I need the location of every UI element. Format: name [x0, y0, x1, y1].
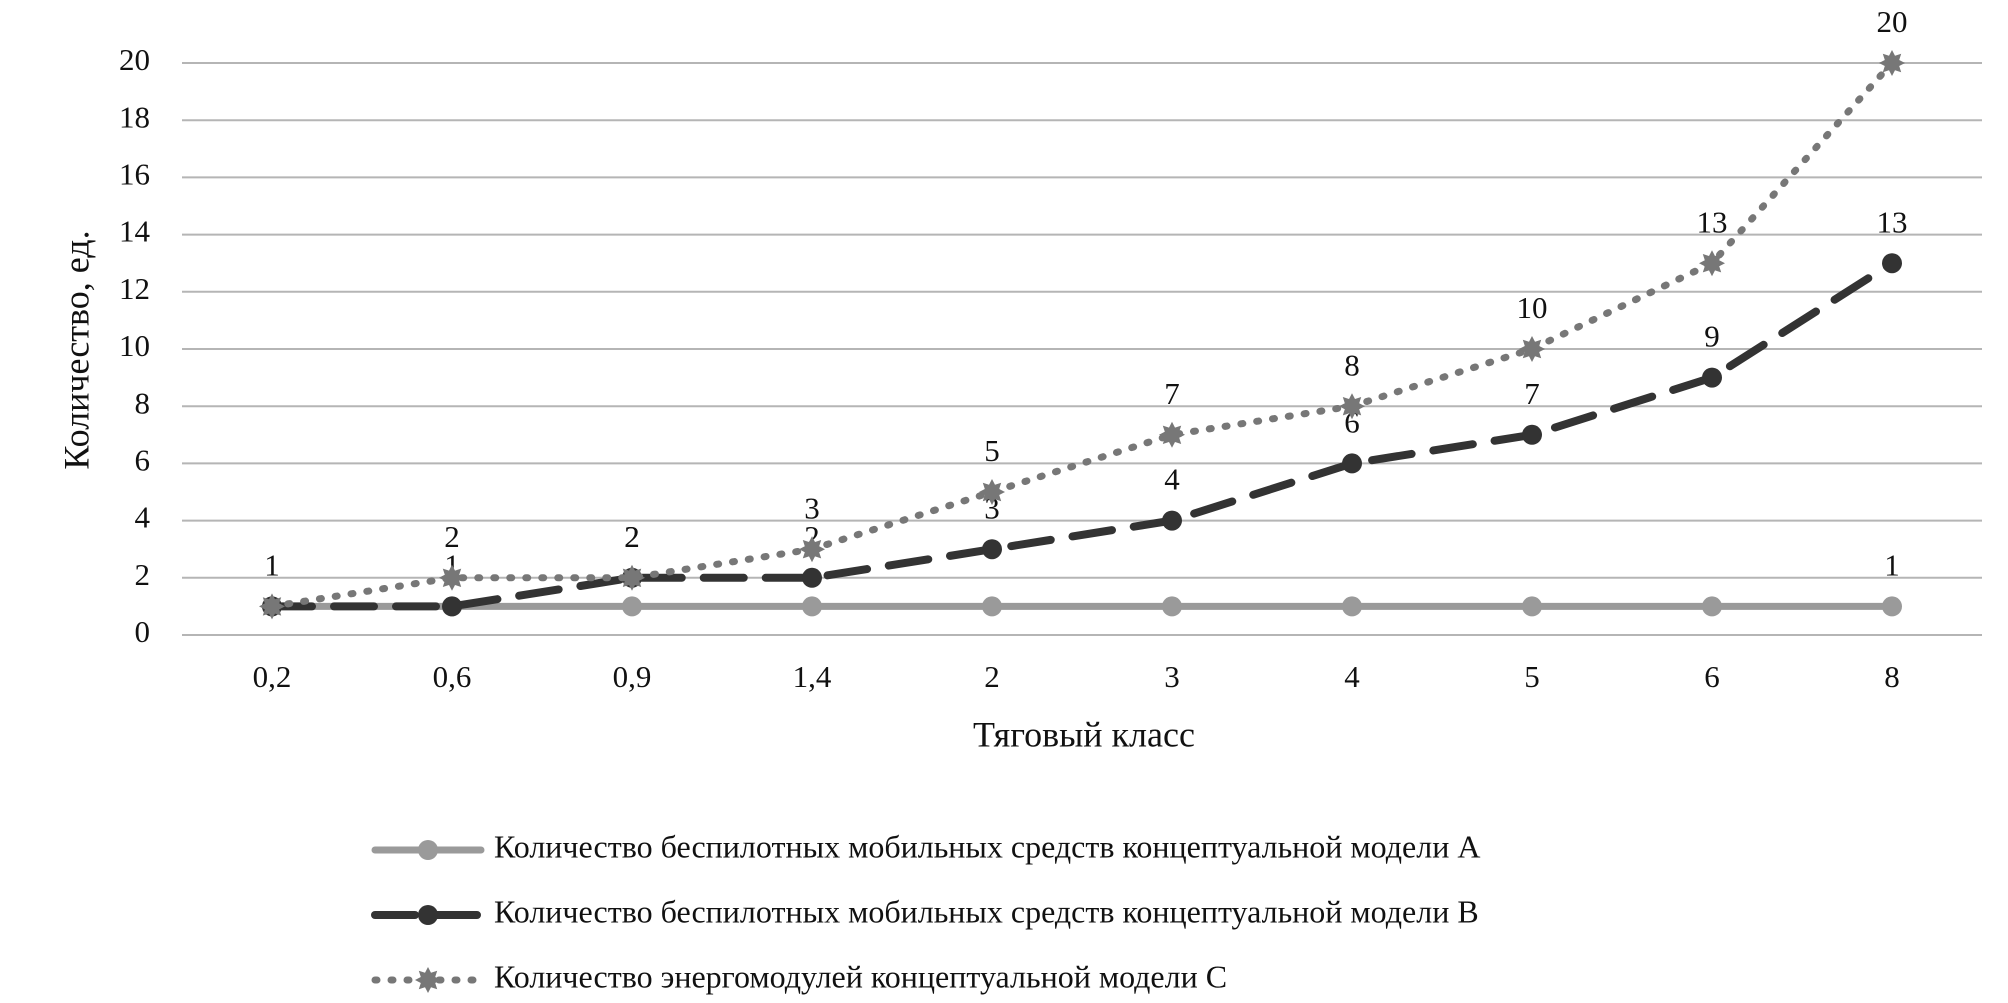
marker	[982, 539, 1002, 560]
y-tick-label: 20	[119, 42, 150, 77]
marker	[802, 567, 822, 588]
marker	[1702, 367, 1722, 388]
legend-marker	[418, 840, 438, 860]
x-tick-label: 5	[1524, 659, 1540, 694]
legend-marker	[415, 967, 441, 993]
marker	[1162, 510, 1182, 531]
marker	[442, 596, 462, 617]
y-axis-title: Количество, ед.	[56, 230, 96, 469]
y-tick-label: 4	[135, 500, 151, 535]
x-tick-label: 0,9	[613, 659, 652, 694]
data-label: 1	[1884, 548, 1900, 583]
data-label: 13	[1877, 204, 1908, 239]
marker	[799, 536, 825, 563]
marker	[622, 596, 642, 617]
marker	[1162, 596, 1182, 617]
marker	[979, 479, 1005, 505]
marker	[1519, 336, 1545, 362]
marker	[1879, 50, 1905, 76]
x-tick-label: 0,6	[433, 659, 472, 694]
y-tick-label: 8	[135, 385, 151, 420]
marker	[1522, 596, 1542, 617]
y-tick-label: 2	[135, 557, 151, 592]
data-label: 7	[1524, 376, 1540, 411]
x-tick-label: 0,2	[253, 659, 292, 694]
legend-label: Количество энергомодулей концептуальной …	[494, 958, 1227, 994]
marker	[1882, 253, 1902, 274]
data-label: 13	[1697, 204, 1728, 239]
data-label: 2	[444, 519, 460, 554]
data-label: 7	[1164, 376, 1180, 411]
y-tick-label: 10	[119, 328, 150, 363]
marker	[982, 596, 1002, 617]
data-label: 3	[804, 490, 820, 525]
data-label: 10	[1517, 290, 1548, 325]
data-label: 1	[264, 548, 280, 583]
marker	[802, 596, 822, 617]
legend-marker	[418, 905, 438, 925]
data-label: 9	[1704, 319, 1720, 354]
data-label: 5	[984, 433, 1000, 468]
series-line	[268, 59, 1896, 610]
y-tick-label: 0	[135, 614, 151, 649]
data-label: 2	[624, 519, 640, 554]
marker	[259, 593, 285, 620]
legend-label: Количество беспилотных мобильных средств…	[494, 828, 1480, 864]
y-tick-label: 12	[119, 271, 150, 306]
data-label: 4	[1164, 462, 1180, 497]
x-tick-label: 2	[984, 659, 1000, 694]
marker	[619, 564, 645, 591]
marker	[439, 564, 465, 591]
y-tick-label: 14	[119, 214, 151, 249]
y-tick-label: 16	[119, 157, 150, 192]
series-line	[268, 259, 1896, 611]
x-axis-title: Тяговый класс	[973, 714, 1195, 754]
y-tick-label: 6	[135, 443, 151, 478]
marker	[1342, 453, 1362, 474]
marker	[1702, 596, 1722, 617]
x-tick-label: 4	[1344, 659, 1360, 694]
x-tick-label: 6	[1704, 659, 1720, 694]
x-tick-label: 3	[1164, 659, 1180, 694]
marker	[1342, 596, 1362, 617]
x-tick-label: 8	[1884, 659, 1900, 694]
data-label: 8	[1344, 347, 1360, 382]
y-tick-label: 18	[119, 99, 150, 134]
data-label: 2	[624, 519, 640, 554]
data-label: 20	[1877, 4, 1908, 39]
marker	[1339, 393, 1365, 420]
marker	[1699, 250, 1725, 277]
legend-label: Количество беспилотных мобильных средств…	[494, 893, 1479, 929]
marker	[1882, 596, 1902, 617]
marker	[1522, 424, 1542, 445]
marker	[1159, 421, 1185, 448]
x-tick-label: 1,4	[793, 659, 832, 694]
